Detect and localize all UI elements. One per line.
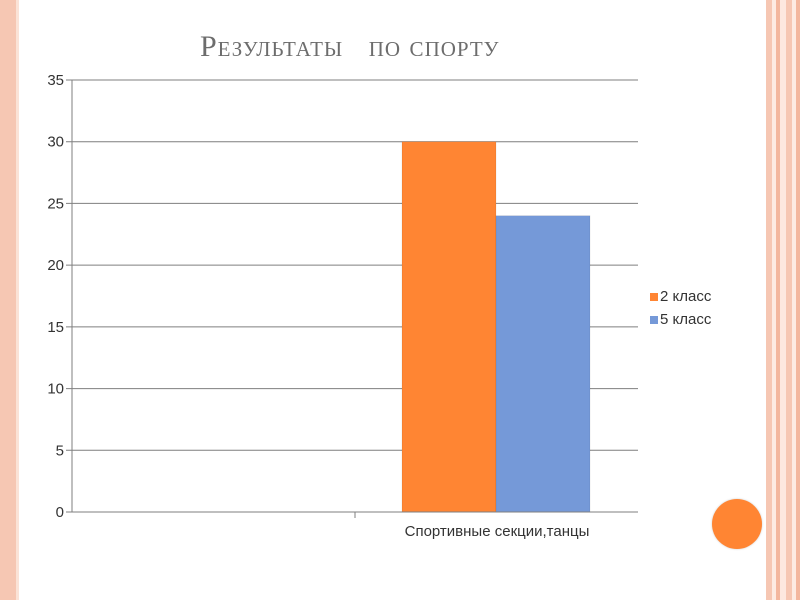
axes	[71, 80, 638, 518]
slide-right-border	[766, 0, 800, 600]
bar-series-5-klass	[495, 215, 591, 513]
x-axis-categories: Спортивные секции,танцы	[405, 523, 590, 540]
y-tick-label: 10	[47, 381, 64, 398]
x-category-label: Спортивные секции,танцы	[405, 523, 590, 540]
slide-title: Результаты по спорту	[200, 30, 500, 63]
bar-series-2-klass	[401, 141, 497, 513]
y-tick-label: 5	[56, 442, 64, 459]
y-tick-label: 15	[47, 319, 64, 336]
legend: 2 класс 5 класс	[650, 288, 712, 328]
y-tick-label: 20	[47, 257, 64, 274]
legend-label: 5 класс	[660, 311, 712, 328]
y-tick-label: 30	[47, 134, 64, 151]
legend-swatch	[650, 316, 658, 324]
y-tick-label: 25	[47, 195, 64, 212]
y-axis-ticks: 0 5 10 15 20 25 30 35	[47, 72, 64, 521]
legend-label: 2 класс	[660, 288, 712, 305]
decorative-circle	[712, 499, 762, 549]
slide-left-border	[0, 0, 16, 600]
slide-left-border-line	[16, 0, 19, 600]
legend-swatch	[650, 293, 658, 301]
y-tick-label: 35	[47, 72, 64, 89]
bars	[401, 141, 591, 513]
y-tick-label: 0	[56, 504, 64, 521]
